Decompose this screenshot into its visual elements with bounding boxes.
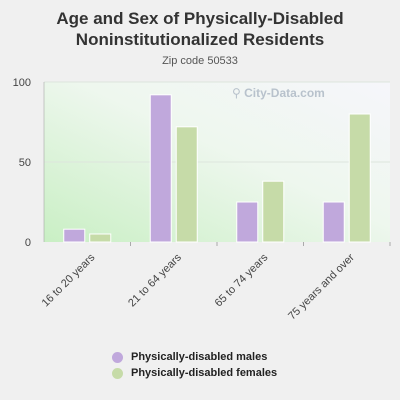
chart-title: Age and Sex of Physically-Disabled Nonin… xyxy=(0,8,400,50)
y-tick-label: 100 xyxy=(13,77,31,89)
legend-swatch-males xyxy=(112,351,123,363)
legend-label-females: Physically-disabled females xyxy=(131,367,278,379)
bar xyxy=(175,126,198,243)
bar xyxy=(89,233,112,243)
legend-swatch-females xyxy=(112,367,123,379)
chart-title-line2: Noninstitutionalized Residents xyxy=(75,30,325,49)
watermark: ⚲ City-Data.com xyxy=(232,86,325,100)
x-tick-label: 65 to 74 years xyxy=(213,251,271,309)
watermark-text: City-Data.com xyxy=(244,86,325,100)
x-tick-label: 16 to 20 years xyxy=(40,251,98,309)
legend-item-males: Physically-disabled males xyxy=(112,349,277,365)
legend: Physically-disabled males Physically-dis… xyxy=(112,349,277,381)
bar xyxy=(348,113,371,243)
chart-title-line1: Age and Sex of Physically-Disabled xyxy=(56,9,344,28)
x-tick-label: 75 years and over xyxy=(286,251,357,322)
bar xyxy=(322,201,345,243)
bar xyxy=(262,180,285,243)
bar xyxy=(63,228,86,243)
chart-subtitle: Zip code 50533 xyxy=(162,55,238,67)
bar xyxy=(149,94,172,243)
y-tick-label: 0 xyxy=(25,237,31,249)
legend-label-males: Physically-disabled males xyxy=(131,351,268,363)
y-tick-label: 50 xyxy=(19,157,31,169)
magnifier-icon: ⚲ xyxy=(232,86,241,100)
legend-item-females: Physically-disabled females xyxy=(112,365,277,381)
x-tick-label: 21 to 64 years xyxy=(126,251,184,309)
bar xyxy=(236,201,259,243)
